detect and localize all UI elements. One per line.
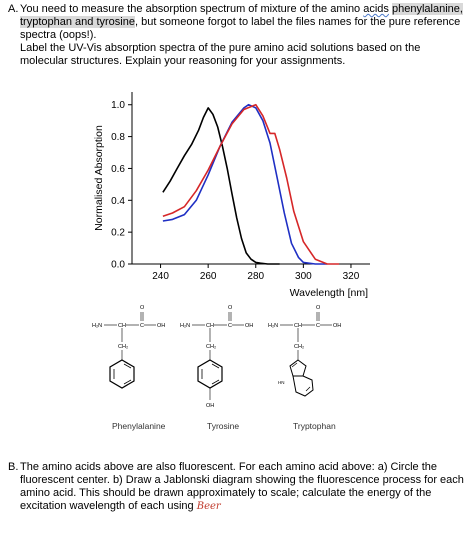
y-tick-label: 0.0 [111,260,125,271]
x-tick-label: 240 [152,271,169,282]
label-tyrosine: Tyrosine [207,421,239,431]
question-a-instructions: Label the UV-Vis absorption spectra of t… [20,42,421,67]
highlight-trp-tyr: tryptophan and tyrosine [20,16,135,28]
tyr-ch2: CH₂ [206,344,216,350]
question-b-label: B. [8,461,19,473]
phe-oxygen: O [140,305,145,311]
trp-carbon: C [316,323,320,329]
y-tick-label: 0.8 [111,132,125,143]
phe-amine: H₂N [92,323,102,329]
tyr-ch: CH [206,323,214,329]
tryptophan-structure: H₂N CH C OH O CH₂ HN [268,305,341,397]
phe-ch: CH [118,323,126,329]
x-tick-label: 280 [247,271,264,282]
question-a: A. You need to measure the absorption sp… [8,3,466,68]
question-b-text: The amino acids above are also fluoresce… [20,461,466,513]
tyr-amine: H₂N [180,323,190,329]
label-phenylalanine: Phenylalanine [112,421,166,431]
x-axis-label: Wavelength [nm] [290,287,368,299]
question-a-line1: You need to measure the absorption spect… [20,3,364,15]
series-line-0 [162,107,280,265]
x-tick-label: 320 [343,271,360,282]
molecule-structures: H₂N CH C OH O CH₂ H₂N CH C OH [92,305,341,431]
highlight-phenylalanine: phenylalanine, [391,3,463,15]
phe-oh: OH [157,323,165,329]
phenylalanine-structure: H₂N CH C OH O CH₂ [92,305,165,389]
trp-oxygen: O [316,305,321,311]
handwritten-note: Beer [196,501,221,512]
phe-ch2: CH₂ [118,344,128,350]
question-b-body: The amino acids above are also fluoresce… [20,461,464,512]
question-a-label: A. [8,3,19,15]
tyr-oxygen: O [228,305,233,311]
trp-ch2: CH₂ [294,344,304,350]
acids-underlined: acids [363,3,389,15]
x-tick-label: 260 [200,271,217,282]
tyr-carbon: C [228,323,232,329]
y-tick-label: 0.4 [111,196,125,207]
phe-carbon: C [140,323,144,329]
series-line-2 [162,103,340,265]
question-a-line2: , but someone forgot to label the files … [20,16,461,41]
label-tryptophan: Tryptophan [293,421,336,431]
tyrosine-structure: H₂N CH C OH O CH₂ OH [180,305,253,409]
trp-amine: H₂N [268,323,278,329]
tyr-oh: OH [245,323,253,329]
tyr-phenol-oh: OH [206,403,214,409]
x-tick-label: 300 [295,271,312,282]
series-line-1 [162,103,328,265]
y-tick-label: 0.6 [111,164,125,175]
y-tick-label: 0.2 [111,228,125,239]
y-tick-label: 1.0 [111,100,125,111]
y-axis-label: Normalised Absorption [93,125,105,231]
trp-ch: CH [294,323,302,329]
trp-indole-nh: HN [278,380,285,385]
trp-oh: OH [333,323,341,329]
question-a-text: You need to measure the absorption spect… [20,3,466,68]
question-b: B. The amino acids above are also fluore… [8,461,466,513]
absorption-chart: 0.0 0.2 0.4 0.6 0.8 1.0 240 260 280 300 320 Wavelen… [93,92,370,299]
